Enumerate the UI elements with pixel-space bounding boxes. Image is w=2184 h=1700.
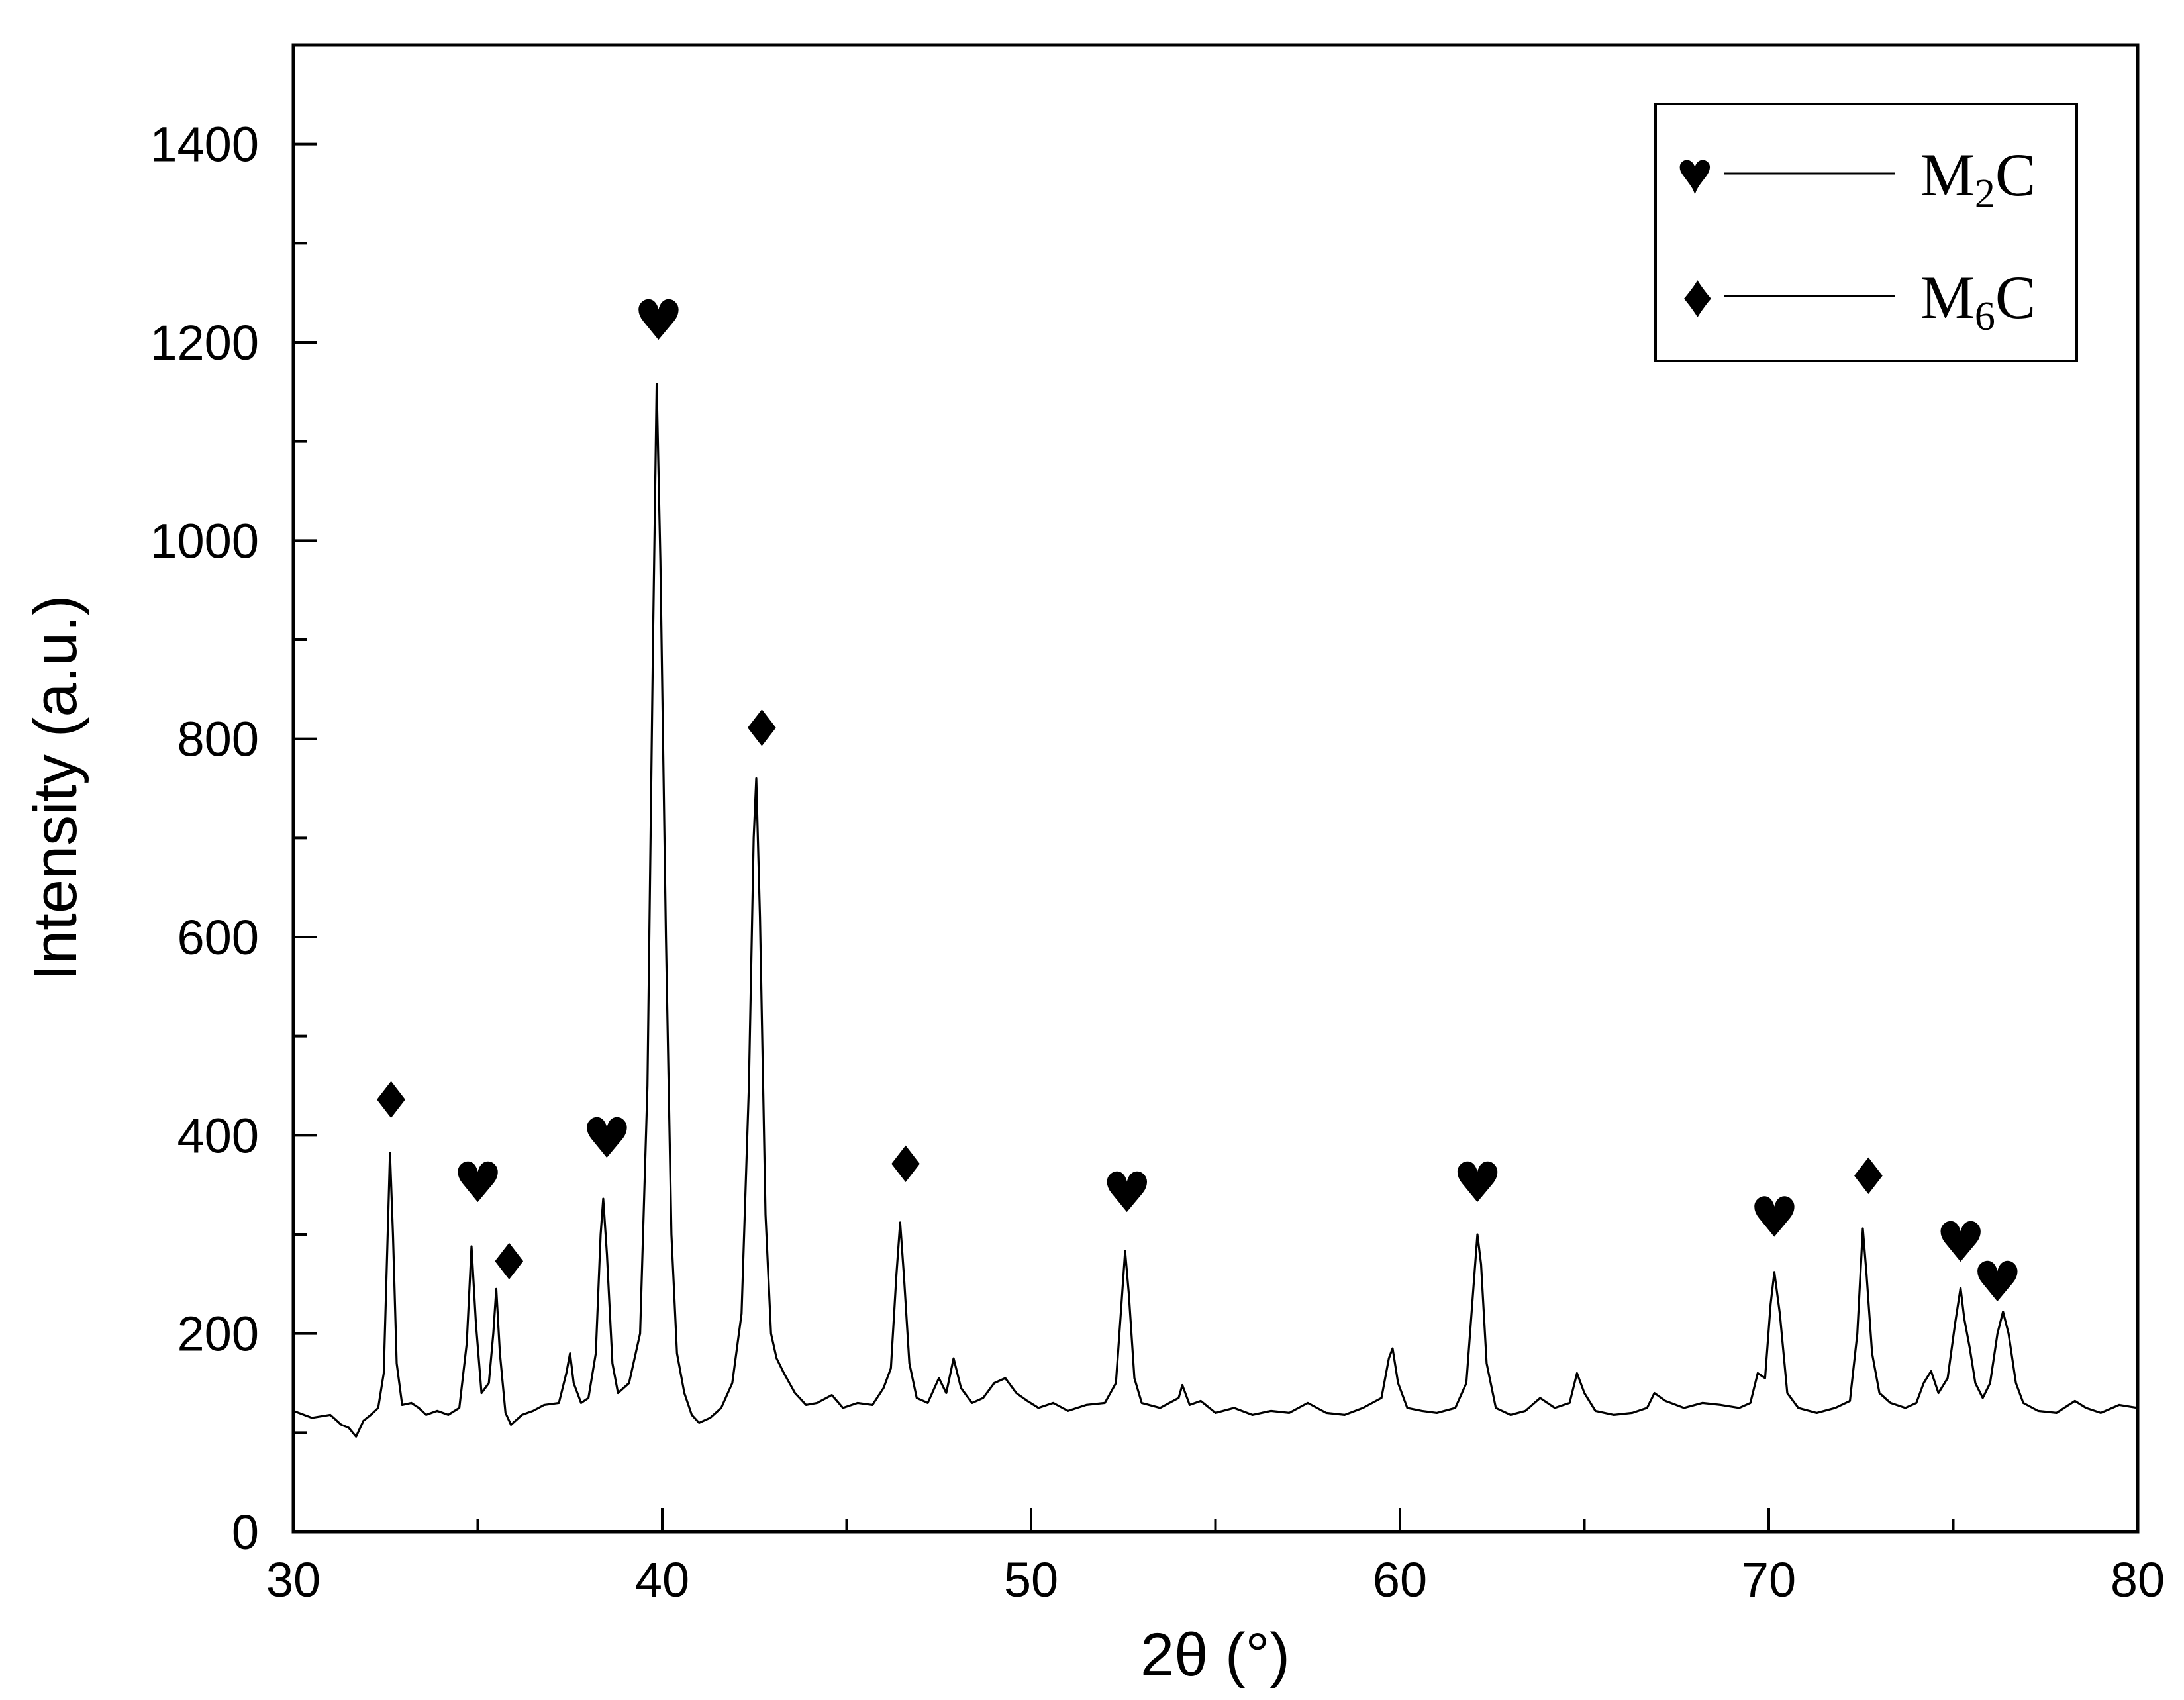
y-tick-label: 800	[177, 712, 259, 767]
y-tick-label: 600	[177, 910, 259, 965]
x-tick-label: 60	[1373, 1552, 1427, 1607]
y-tick-label: 1200	[150, 315, 259, 370]
legend-symbol-heart: ♥	[1677, 140, 1713, 207]
legend-label-m2c: M2C	[1920, 141, 2036, 217]
heart-marker-icon: ♥	[1973, 1250, 2022, 1315]
y-tick-label: 1000	[150, 513, 259, 568]
diamond-marker-icon: ♦	[1846, 1147, 1891, 1206]
heart-marker-icon: ♥	[582, 1106, 632, 1171]
y-tick-label: 1400	[150, 117, 259, 172]
legend-box	[1654, 103, 2078, 362]
y-tick-label: 200	[177, 1307, 259, 1362]
diamond-marker-icon: ♦	[883, 1135, 928, 1194]
legend-entry-m6c: ♦ M6C	[1682, 262, 2036, 339]
x-tick-label: 70	[1742, 1552, 1796, 1607]
peak-markers: ♦♥♦♥♥♦♦ ♥ ♥♥♦♥♥	[369, 288, 2022, 1315]
legend-label-m6c: M6C	[1920, 264, 2036, 339]
y-tick-label: 0	[232, 1505, 259, 1560]
x-tick-label: 50	[1004, 1552, 1058, 1607]
diamond-marker-icon: ♦	[739, 699, 784, 758]
heart-marker-icon: ♥	[634, 288, 683, 353]
x-axis-title: 2θ (°)	[1140, 1621, 1290, 1689]
y-axis-title: Intensity (a.u.)	[22, 595, 89, 981]
x-tick-label: 80	[2110, 1552, 2165, 1607]
x-tick-label: 30	[266, 1552, 321, 1607]
heart-marker-icon: ♥	[453, 1150, 503, 1215]
diamond-marker-icon: ♦	[369, 1071, 414, 1130]
heart-marker-icon: ♥	[1102, 1160, 1152, 1225]
heart-marker-icon: ♥	[1936, 1210, 1985, 1275]
diamond-marker-icon: ♦	[487, 1232, 532, 1291]
y-tick-label: 400	[177, 1108, 259, 1163]
heart-marker-icon: ♥	[1750, 1185, 1799, 1250]
legend-entry-m2c: ♥ M2C	[1677, 140, 2036, 217]
legend-symbol-diamond: ♦	[1682, 262, 1713, 330]
heart-marker-icon: ♥	[1452, 1150, 1502, 1215]
series-layer	[293, 383, 2138, 1438]
xrd-pattern-line	[293, 383, 2138, 1438]
x-tick-label: 40	[635, 1552, 689, 1607]
legend: ♥ M2C ♦ M6C	[1654, 103, 2078, 362]
